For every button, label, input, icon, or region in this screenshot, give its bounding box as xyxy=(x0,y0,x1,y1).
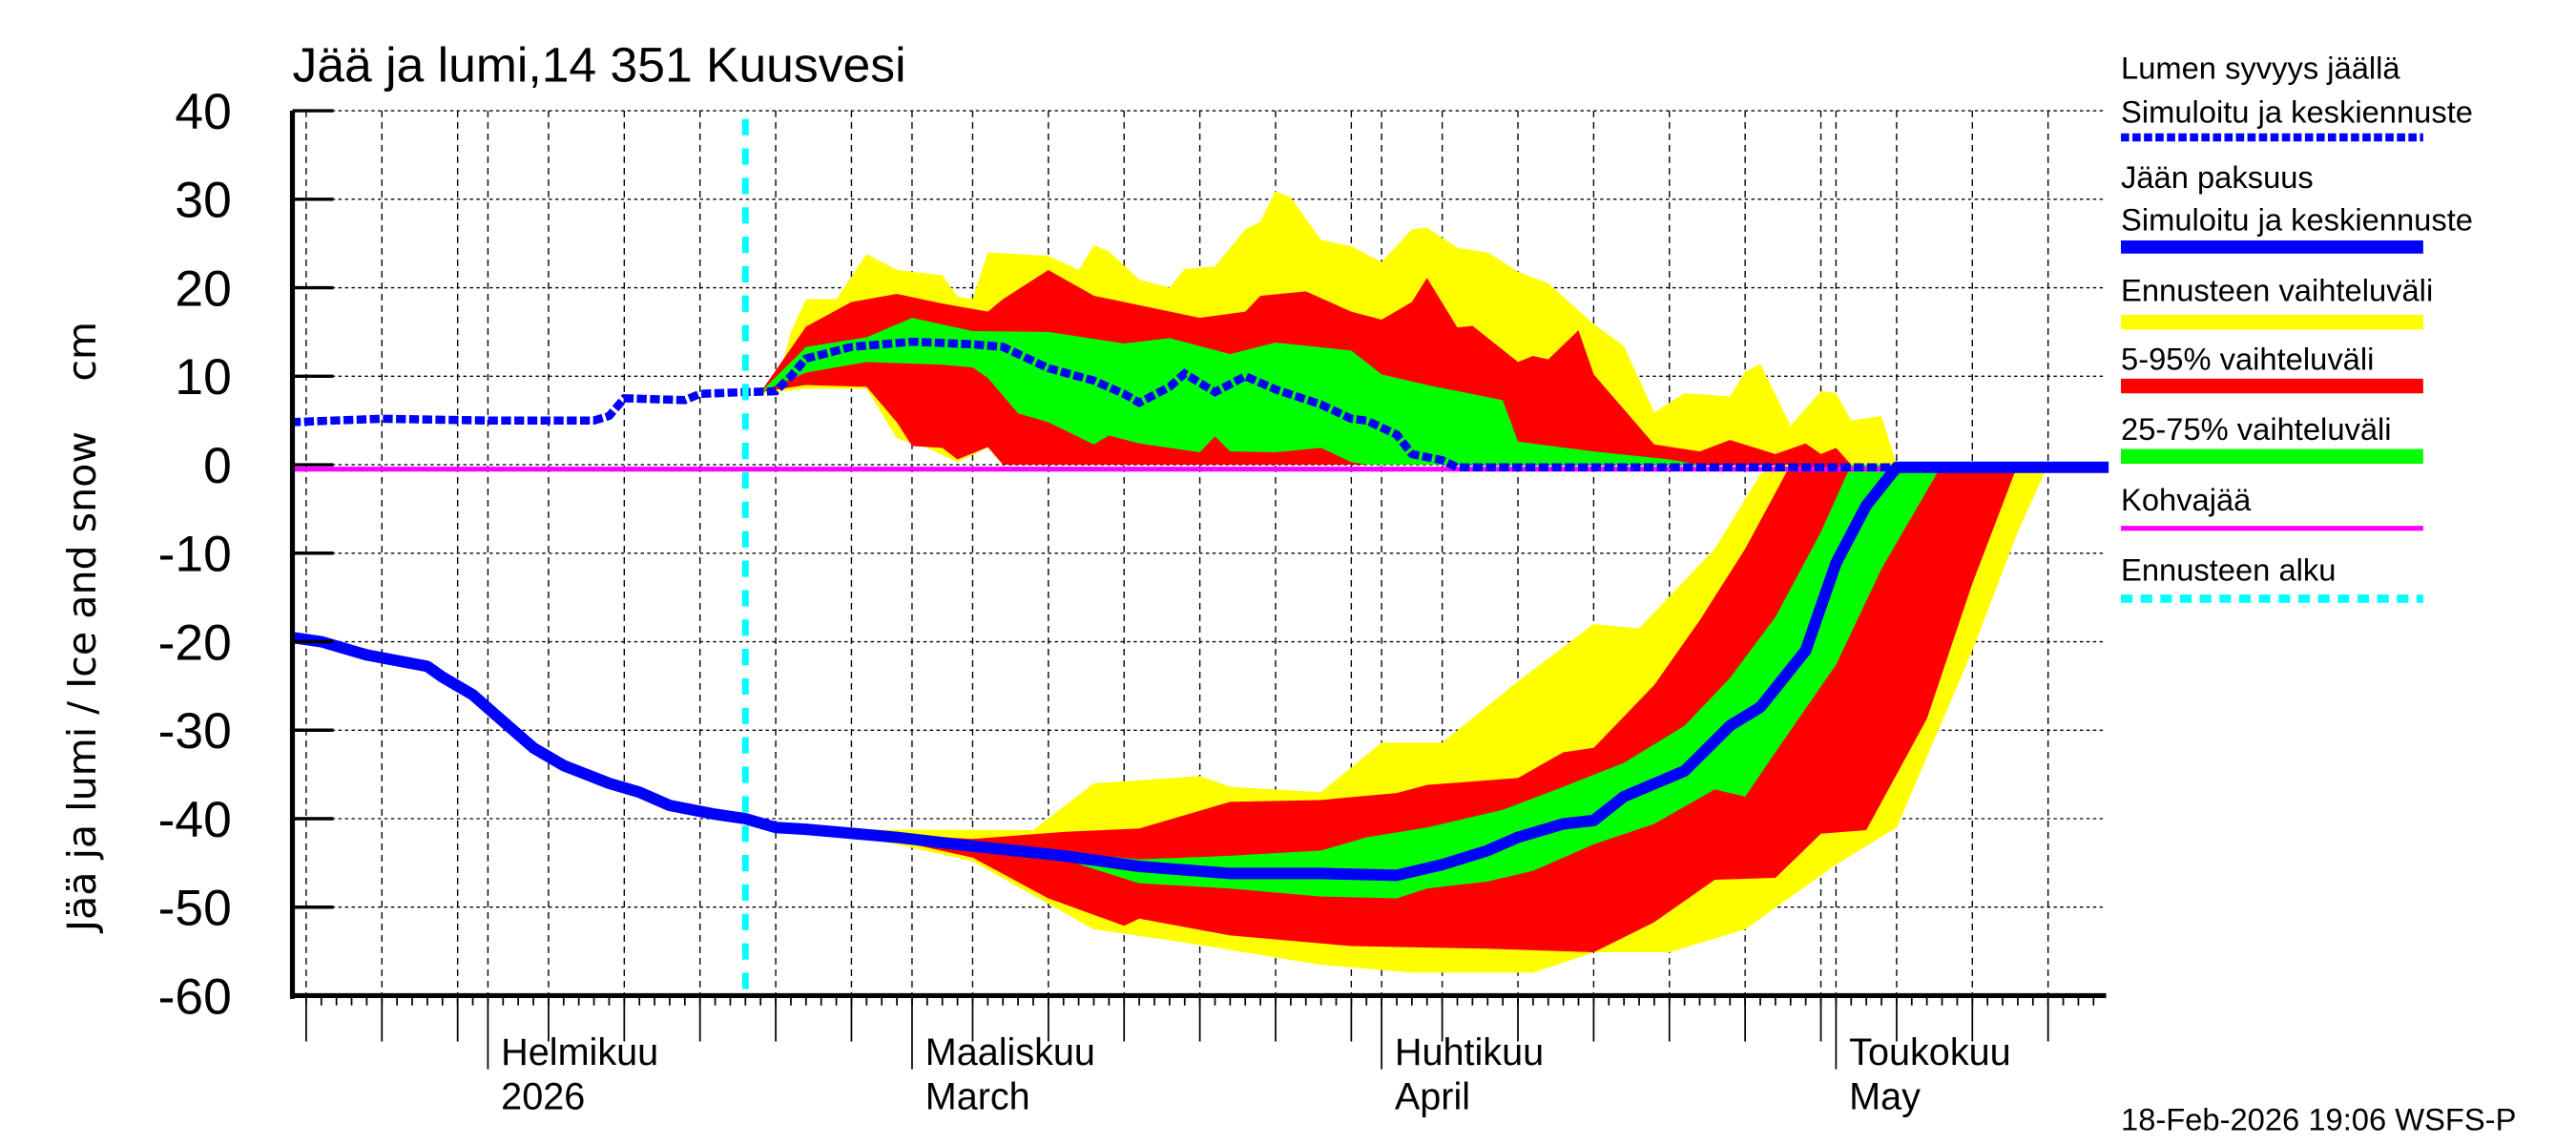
y-tick-label: 20 xyxy=(175,261,231,318)
forecast-bands xyxy=(760,191,2048,973)
legend: Lumen syvyys jäällä Simuloitu ja keskienn… xyxy=(2121,50,2473,603)
legend-label: Ennusteen vaihteluväli xyxy=(2121,272,2433,307)
month-label: Helmikuu xyxy=(501,1031,658,1073)
snow-depth-line xyxy=(290,337,2109,472)
y-tick-label: 0 xyxy=(203,438,232,494)
y-tick-label: 10 xyxy=(175,349,231,406)
ice-p5-95-band xyxy=(805,465,2018,953)
y-tick-label: -60 xyxy=(158,968,232,1025)
legend-sublabel: Simuloitu ja keskiennuste xyxy=(2121,94,2473,130)
legend-label: Ennusteen alku xyxy=(2121,552,2336,588)
month-sublabel: 2026 xyxy=(501,1075,585,1117)
timestamp: 18-Feb-2026 19:06 WSFS-P xyxy=(2121,1102,2516,1137)
y-tick-label: -20 xyxy=(158,614,232,671)
legend-label: Lumen syvyys jäällä xyxy=(2121,50,2400,85)
y-tick-label: -50 xyxy=(158,881,232,937)
month-sublabel: April xyxy=(1395,1075,1470,1117)
month-sublabel: May xyxy=(1849,1075,1921,1117)
legend-label: 5-95% vaihteluväli xyxy=(2121,341,2374,376)
month-label: Maaliskuu xyxy=(925,1031,1095,1073)
y-tick-label: -40 xyxy=(158,792,232,848)
legend-label: Jään paksuus xyxy=(2121,159,2314,195)
y-tick-label: 40 xyxy=(175,84,231,140)
ice-p25-75-band xyxy=(805,465,1942,899)
y-tick-label: 30 xyxy=(175,173,231,229)
y-tick-label: -10 xyxy=(158,527,232,583)
ice-thickness-line xyxy=(290,461,2109,882)
month-sublabel: March xyxy=(925,1075,1030,1117)
series-lines xyxy=(290,118,2109,996)
y-tick-label: -30 xyxy=(158,703,232,760)
legend-label: 25-75% vaihteluväli xyxy=(2121,411,2392,447)
month-label: Huhtikuu xyxy=(1395,1031,1544,1073)
chart-title: Jää ja lumi,14 351 Kuusvesi xyxy=(293,37,906,93)
y-axis-label: Jää ja lumi / Ice and snow cm xyxy=(59,322,105,934)
month-label: Toukokuu xyxy=(1849,1031,2010,1073)
legend-sublabel: Simuloitu ja keskiennuste xyxy=(2121,202,2473,238)
snow-p25-75-band xyxy=(760,318,1700,466)
legend-label: Kohvajää xyxy=(2121,482,2252,517)
